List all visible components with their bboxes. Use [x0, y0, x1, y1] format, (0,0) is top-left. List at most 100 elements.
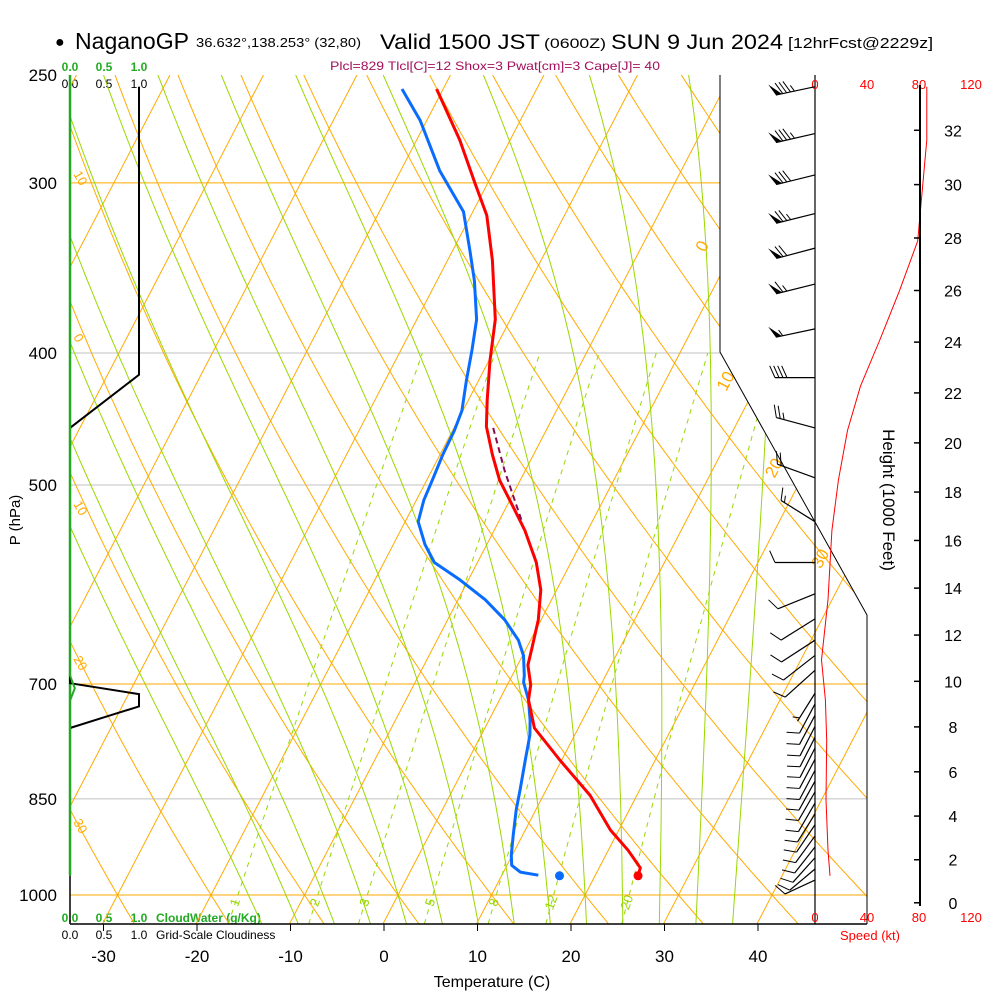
speed-tick-label: 40: [860, 77, 874, 92]
wind-barb: [780, 487, 816, 523]
temperature-tick-label: -10: [278, 947, 303, 966]
barb-staff: [784, 669, 816, 698]
isotherm: [70, 75, 358, 924]
barb-flag: [768, 84, 782, 95]
dry-adiabat-label: 10: [70, 168, 90, 188]
barb-feather: [782, 81, 791, 93]
wind-barb: [787, 737, 816, 768]
barb-feather: [782, 128, 792, 140]
wind-barb: [782, 835, 816, 864]
wind-barb: [768, 326, 816, 338]
barb-feather: [774, 246, 784, 257]
forecast-info: [12hrFcst@2229z]: [788, 35, 933, 52]
valid-date: SUN 9 Jun 2024: [611, 31, 783, 54]
dry-adiabat: [429, 75, 867, 924]
temperature-tick-label: 10: [468, 947, 487, 966]
temperature-tick-label: 0: [379, 947, 388, 966]
barb-feather: [786, 787, 800, 789]
wind-barb: [768, 81, 816, 96]
height-tick-label: 30: [944, 178, 962, 195]
tick-label: 1.0: [131, 77, 148, 91]
wind-barb: [768, 210, 816, 224]
height-tick-label: 32: [944, 123, 962, 140]
barb-feather: [779, 452, 782, 466]
speed-tick-label: 40: [860, 910, 874, 925]
barb-feather: [785, 829, 799, 833]
x-axis-title: Temperature (C): [434, 974, 550, 991]
wind-barb: [783, 824, 816, 853]
pressure-tick-label: 250: [29, 66, 57, 85]
height-tick-label: 14: [944, 581, 962, 598]
barb-staff: [775, 132, 816, 144]
wind-barb: [777, 868, 816, 891]
barb-feather: [782, 859, 796, 864]
wind-barb: [787, 726, 816, 757]
barb-staff: [797, 802, 816, 832]
tick-label: 0.0: [62, 60, 79, 74]
moist-adiabat: [70, 75, 299, 924]
isotherm: [195, 75, 638, 924]
dry-adiabat: [240, 75, 799, 924]
wind-barb: [785, 802, 816, 833]
isotherm-label: 20: [761, 455, 787, 481]
tick-label: 0.5: [96, 77, 113, 91]
pressure-tick-label: 400: [29, 344, 57, 363]
barb-feather: [770, 654, 782, 663]
cloudwater-label: CloudWater (g/Kg): [156, 911, 261, 925]
barb-feather: [774, 172, 784, 184]
isotherm: [756, 75, 867, 924]
cloudwater-top-ticks: 0.0 0.5 1.0: [62, 60, 148, 74]
barb-staff: [776, 416, 816, 429]
wind-barb: [768, 128, 816, 144]
isotherm: [476, 75, 867, 924]
moist-adiabat: [382, 75, 587, 924]
cloudwater-trace: [69, 86, 76, 876]
wind-barb: [785, 791, 816, 821]
wind-barb: [786, 780, 816, 811]
height-tick-label: 6: [949, 765, 958, 782]
cloudiness-label: Grid-Scale Cloudiness: [156, 928, 275, 942]
barb-feather: [773, 691, 786, 698]
height-tick-label: 26: [944, 284, 962, 301]
speed-tick-label: 120: [960, 910, 982, 925]
barb-staff: [777, 463, 816, 479]
barb-feather: [780, 877, 794, 883]
barb-half-feather: [782, 285, 788, 292]
barb-staff: [780, 618, 816, 641]
wind-barb: [768, 245, 816, 260]
tick-label: 0.5: [96, 60, 113, 74]
barb-feather: [769, 365, 776, 378]
tick-label: 1.0: [131, 928, 148, 942]
wind-barb: [786, 703, 816, 734]
barb-feather: [777, 884, 790, 891]
dry-adiabat: [617, 75, 867, 924]
mixing-ratio-line: [227, 352, 423, 924]
barb-staff: [797, 692, 816, 722]
wind-barb: [770, 639, 816, 663]
height-tick-label: 28: [944, 231, 962, 248]
barb-staff: [794, 846, 816, 874]
barb-feather: [785, 818, 799, 821]
barb-feather: [786, 798, 800, 800]
barb-feather: [774, 281, 784, 293]
parcel-path: [492, 427, 523, 523]
tick-label: 1.0: [131, 60, 148, 74]
cloudwater-bottom-ticks: 0.0 0.5 1.0: [62, 911, 148, 925]
moist-adiabat: [220, 75, 515, 924]
wind-barb: [775, 451, 816, 479]
barb-flag: [768, 283, 782, 294]
wind-barb: [787, 747, 816, 778]
barb-half-feather: [786, 213, 792, 220]
barb-flag: [768, 174, 782, 185]
dry-adiabat-label: 0: [70, 331, 87, 345]
barb-flag: [768, 132, 782, 143]
barb-feather: [774, 885, 786, 895]
barb-feather: [786, 808, 800, 811]
temperature-tick-label: -20: [185, 947, 210, 966]
wind-barb: [769, 550, 815, 564]
height-tick-label: 8: [949, 720, 958, 737]
moist-adiabat: [732, 75, 775, 924]
barb-staff: [775, 328, 816, 338]
barb-feather: [787, 765, 801, 768]
barb-feather: [777, 365, 784, 378]
